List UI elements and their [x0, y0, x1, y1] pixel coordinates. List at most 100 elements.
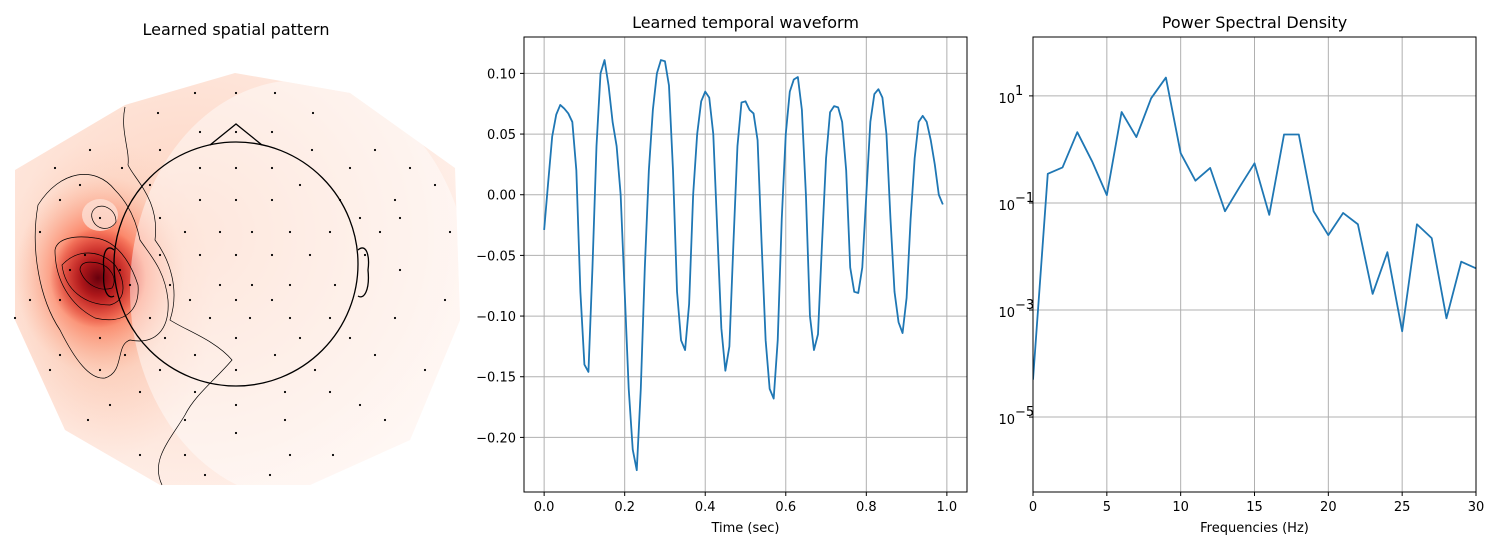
- sensor-dot: [328, 230, 332, 234]
- sensor-dot: [308, 253, 312, 257]
- sensor-dot: [193, 91, 197, 95]
- sensor-dot: [313, 368, 317, 372]
- sensor-dot: [443, 298, 447, 302]
- sensor-dot: [98, 368, 102, 372]
- sensor-dot: [156, 111, 160, 115]
- sensor-dot: [423, 368, 427, 372]
- sensor-dot: [250, 230, 254, 234]
- sensor-dot: [270, 198, 274, 202]
- sensor-dot: [270, 253, 274, 257]
- sensor-dot: [288, 316, 292, 320]
- sensor-dot: [148, 183, 152, 187]
- sensor-dot: [86, 418, 90, 422]
- sensor-dot: [183, 230, 187, 234]
- sensor-dot: [298, 183, 302, 187]
- sensor-dot: [408, 166, 412, 170]
- sensor-dot: [163, 336, 167, 340]
- sensor-dot: [123, 353, 127, 357]
- sensor-dot: [268, 473, 272, 477]
- sensor-dot: [58, 353, 62, 357]
- psd-ytick-label: 10: [998, 306, 1015, 321]
- sensor-dot: [250, 283, 254, 287]
- sensor-dot: [234, 298, 238, 302]
- sensor-dot: [288, 453, 292, 457]
- sensor-dot: [168, 283, 172, 287]
- sensor-dot: [234, 336, 238, 340]
- sensor-dot: [13, 316, 17, 320]
- sensor-dot: [48, 368, 52, 372]
- sensor-dot: [198, 253, 202, 257]
- sensor-dot: [198, 130, 202, 134]
- psd-ytick-exponent: −3: [1015, 298, 1034, 313]
- sensor-dot: [270, 130, 274, 134]
- psd-xtick-label: 25: [1394, 500, 1411, 515]
- sensor-dot: [234, 253, 238, 257]
- sensor-dot: [120, 166, 124, 170]
- waveform-xtick-label: 0.2: [614, 500, 635, 515]
- sensor-dot: [358, 403, 362, 407]
- waveform-xlabel: Time (sec): [710, 521, 779, 536]
- sensor-dot: [234, 368, 238, 372]
- sensor-dot: [393, 316, 397, 320]
- sensor-dot: [234, 431, 238, 435]
- sensor-dot: [270, 298, 274, 302]
- sensor-dot: [348, 336, 352, 340]
- waveform-xtick-label: 0.0: [534, 500, 555, 515]
- sensor-dot: [310, 148, 314, 152]
- sensor-dot: [298, 336, 302, 340]
- sensor-dot: [288, 283, 292, 287]
- waveform-ytick-label: −0.05: [476, 249, 516, 264]
- sensor-dot: [433, 183, 437, 187]
- sensor-dot: [158, 253, 162, 257]
- waveform-xtick-label: 0.8: [856, 500, 877, 515]
- sensor-dot: [203, 473, 207, 477]
- sensor-dot: [234, 91, 238, 95]
- sensor-dot: [234, 403, 238, 407]
- psd-panel: Power Spectral Density 0 5 10 15 20 25 3010110…: [998, 13, 1484, 536]
- psd-ytick-label: 10: [998, 199, 1015, 214]
- sensor-dot: [398, 216, 402, 220]
- sensor-dot: [311, 111, 315, 115]
- psd-xtick-label: 30: [1468, 500, 1485, 515]
- psd-ytick-label: 10: [998, 92, 1015, 107]
- sensor-dot: [338, 198, 342, 202]
- sensor-dot: [58, 198, 62, 202]
- sensor-dot: [273, 91, 277, 95]
- sensor-dot: [158, 148, 162, 152]
- sensor-dot: [28, 298, 32, 302]
- sensor-dot: [158, 216, 162, 220]
- sensor-dot: [328, 316, 332, 320]
- sensor-dot: [188, 298, 192, 302]
- waveform-ticks: 0.0 0.2 0.4 0.6 0.8 1.0 0.10 0.05 0.00 −0.05 −0.10…: [476, 67, 957, 515]
- psd-xlabel: Frequencies (Hz): [1200, 521, 1309, 536]
- waveform-xtick-label: 0.4: [695, 500, 716, 515]
- psd-xtick-label: 15: [1246, 500, 1263, 515]
- sensor-dot: [68, 268, 72, 272]
- psd-ytick-exponent: −1: [1015, 191, 1034, 206]
- psd-series-line: [1033, 76, 1476, 380]
- psd-ytick-label: 10: [998, 413, 1015, 428]
- sensor-dot: [331, 453, 335, 457]
- sensor-dot: [328, 390, 332, 394]
- psd-ytick-exponent: 1: [1015, 84, 1023, 99]
- waveform-ytick-label: −0.15: [476, 371, 516, 386]
- waveform-ytick-label: 0.00: [487, 189, 516, 204]
- sensor-dot: [138, 390, 142, 394]
- sensor-dot: [108, 403, 112, 407]
- psd-xtick-label: 5: [1103, 500, 1111, 515]
- sensor-dot: [348, 166, 352, 170]
- sensor-dot: [393, 198, 397, 202]
- waveform-ytick-label: 0.10: [487, 67, 516, 82]
- waveform-ytick-label: −0.20: [476, 431, 516, 446]
- sensor-dot: [38, 230, 42, 234]
- sensor-dot: [193, 390, 197, 394]
- waveform-grid: [524, 37, 967, 492]
- sensor-dot: [193, 353, 197, 357]
- sensor-dot: [358, 216, 362, 220]
- sensor-dot: [58, 298, 62, 302]
- sensor-dot: [373, 148, 377, 152]
- sensor-dot: [88, 148, 92, 152]
- sensor-dot: [183, 418, 187, 422]
- sensor-dot: [248, 316, 252, 320]
